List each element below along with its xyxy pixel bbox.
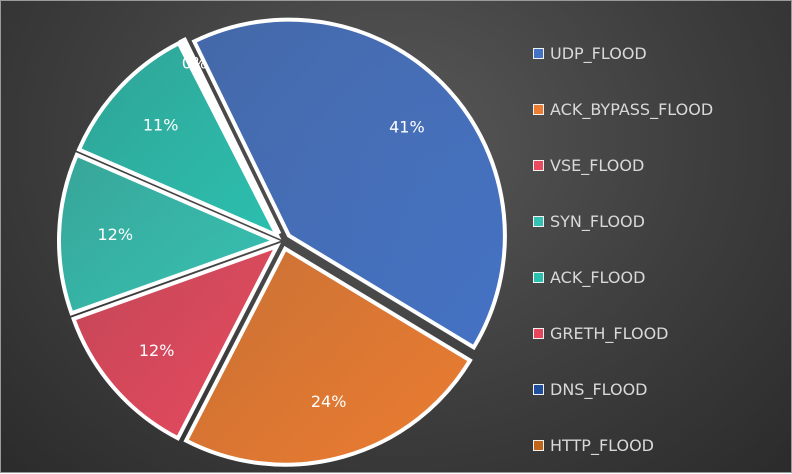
pie-slice-ack-flood [76, 40, 282, 240]
legend-label: HTTP_FLOOD [550, 435, 654, 455]
data-label-syn-flood: 12% [97, 225, 133, 244]
data-label-vse-flood: 12% [139, 341, 175, 360]
legend-label: UDP_FLOOD [550, 43, 647, 63]
legend: UDP_FLOOD ACK_BYPASS_FLOOD VSE_FLOOD SYN_FL… [533, 25, 713, 473]
legend-label: DNS_FLOOD [550, 379, 648, 399]
data-label-ack-flood: 11% [143, 116, 179, 135]
pie-slice-udp-flood [191, 17, 507, 351]
data-label-greth-flood: 0% [182, 53, 207, 72]
legend-label: SYN_FLOOD [550, 211, 645, 231]
legend-item-ack-bypass-flood: ACK_BYPASS_FLOOD [533, 81, 713, 137]
legend-label: ACK_BYPASS_FLOOD [550, 99, 714, 119]
legend-item-udp-flood: UDP_FLOOD [533, 25, 713, 81]
data-label-udp-flood: 41% [389, 117, 425, 136]
legend-swatch [533, 159, 544, 171]
legend-swatch [533, 383, 544, 395]
legend-swatch [533, 47, 544, 59]
pie-slice-vse-flood [70, 242, 282, 441]
legend-item-vse-flood: VSE_FLOOD [533, 137, 713, 193]
data-label-ack-bypass-flood: 24% [311, 392, 347, 411]
legend-item-http-flood: HTTP_FLOOD [533, 417, 713, 473]
legend-item-ack-flood: ACK_FLOOD [533, 249, 713, 305]
pie-slice-syn-flood [57, 152, 281, 316]
legend-swatch [533, 327, 544, 339]
legend-item-syn-flood: SYN_FLOOD [533, 193, 713, 249]
legend-swatch [533, 439, 544, 451]
legend-label: ACK_FLOOD [550, 267, 646, 287]
pie-slice-ack-bypass-flood [183, 245, 473, 467]
legend-item-dns-flood: DNS_FLOOD [533, 361, 713, 417]
legend-swatch [533, 215, 544, 227]
legend-item-greth-flood: GRETH_FLOOD [533, 305, 713, 361]
legend-swatch [533, 271, 544, 283]
legend-label: GRETH_FLOOD [550, 323, 669, 343]
legend-label: VSE_FLOOD [550, 155, 645, 175]
pie-slice-greth-flood [178, 37, 282, 235]
legend-swatch [533, 103, 544, 115]
